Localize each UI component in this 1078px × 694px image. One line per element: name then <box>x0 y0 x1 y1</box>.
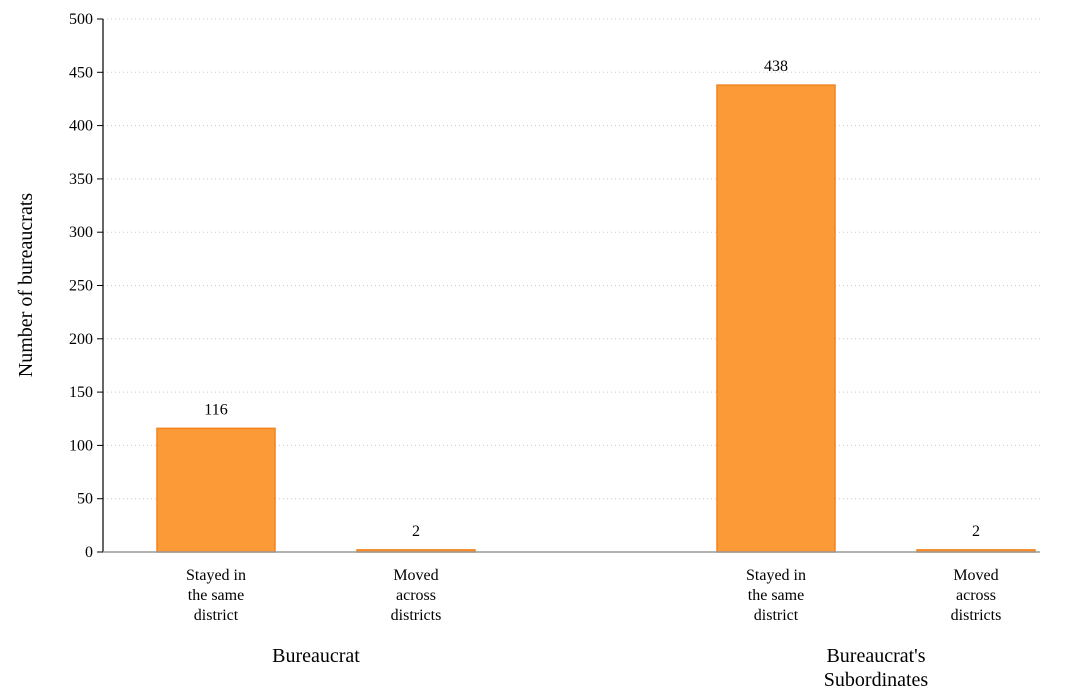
y-tick-label: 300 <box>69 224 93 241</box>
category-label: districts <box>391 607 442 624</box>
bar-value-label: 438 <box>764 58 788 75</box>
bars <box>156 84 1036 553</box>
category-label: across <box>956 587 996 604</box>
group-label: Bureaucrat <box>272 645 360 667</box>
category-label: Moved <box>953 567 998 584</box>
group-label: Subordinates <box>824 669 929 691</box>
bar-value-label: 116 <box>204 401 227 418</box>
y-tick-label: 450 <box>69 64 93 81</box>
category-label: Moved <box>393 567 438 584</box>
y-tick-label: 50 <box>77 491 93 508</box>
category-label: districts <box>951 607 1002 624</box>
category-label: Stayed in <box>746 567 806 584</box>
category-label: Stayed in <box>186 567 246 584</box>
y-tick-label: 400 <box>69 118 93 135</box>
y-axis-label: Number of bureaucrats <box>15 193 37 378</box>
category-label: district <box>194 607 239 624</box>
bar-value-label: 2 <box>412 523 420 540</box>
category-label: district <box>754 607 799 624</box>
bar <box>156 427 276 553</box>
y-tick-label: 250 <box>69 278 93 295</box>
bar <box>716 84 836 553</box>
y-tick-label: 0 <box>85 544 93 561</box>
labels: 0 50 100 150 200 250 300 350 400 450 500 116 Stayed … <box>69 11 1001 691</box>
axes <box>97 18 1040 553</box>
category-label: the same <box>748 587 804 604</box>
y-tick-label: 350 <box>69 171 93 188</box>
y-tick-label: 200 <box>69 331 93 348</box>
y-tick-label: 500 <box>69 11 93 28</box>
category-label: the same <box>188 587 244 604</box>
group-label: Bureaucrat's <box>826 645 925 667</box>
y-tick-label: 150 <box>69 384 93 401</box>
gridlines <box>103 18 1040 500</box>
bar-value-label: 2 <box>972 523 980 540</box>
category-label: across <box>396 587 436 604</box>
y-tick-label: 100 <box>69 437 93 454</box>
